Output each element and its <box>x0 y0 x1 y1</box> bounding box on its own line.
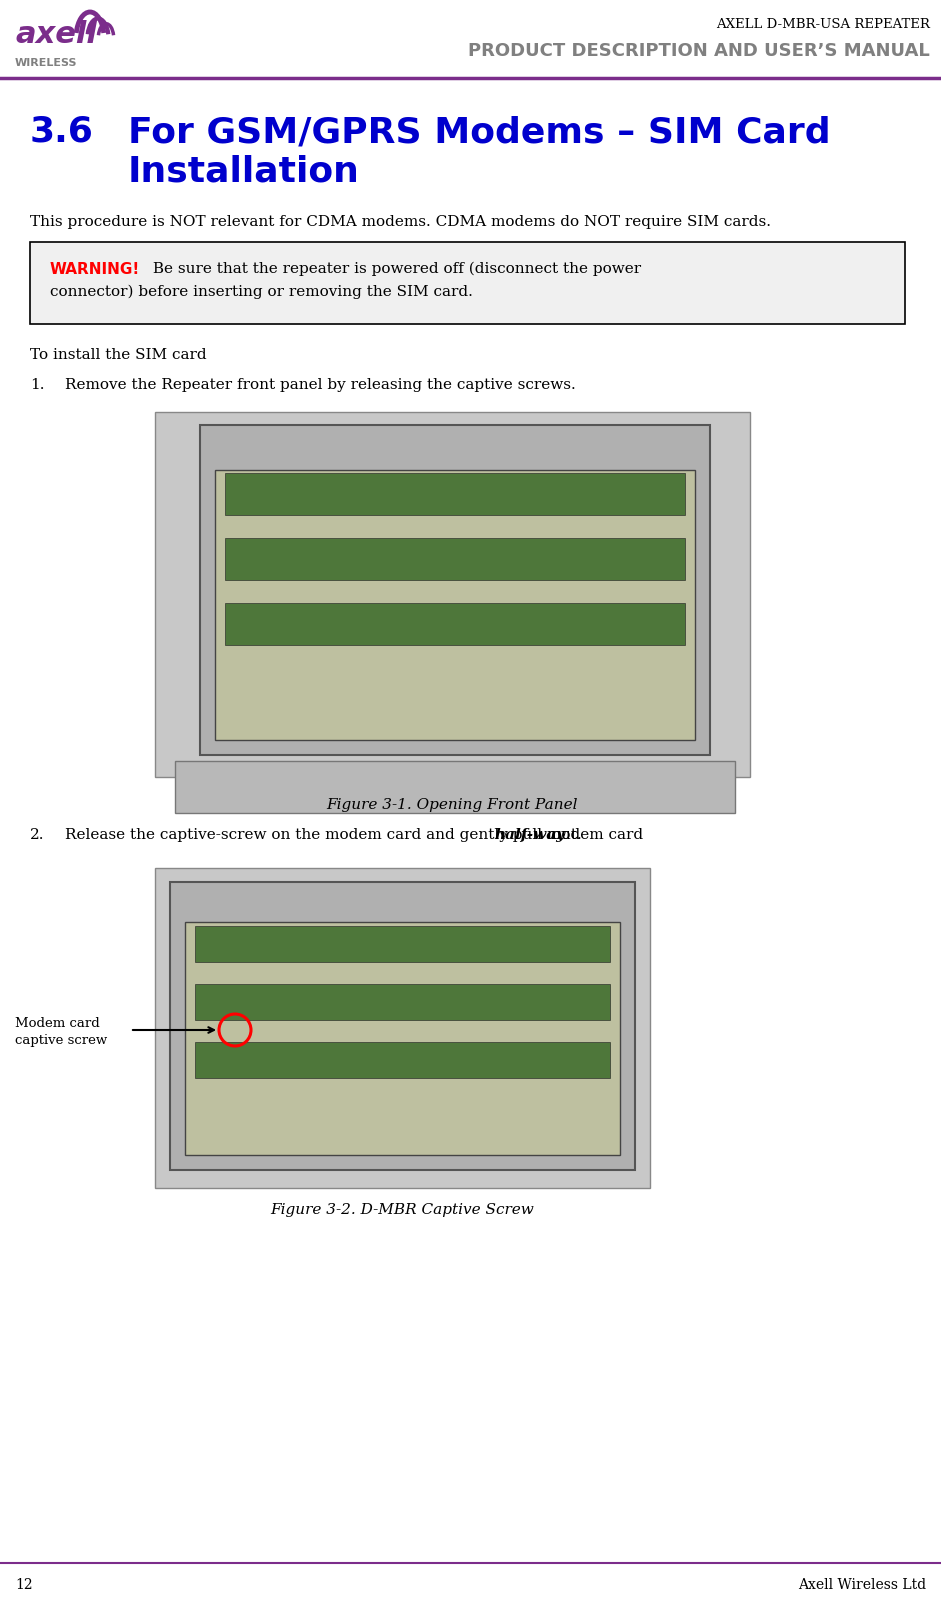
FancyBboxPatch shape <box>30 241 905 325</box>
Text: Modem card: Modem card <box>15 1017 100 1030</box>
Text: captive screw: captive screw <box>15 1035 107 1047</box>
FancyBboxPatch shape <box>155 413 750 777</box>
Text: Remove the Repeater front panel by releasing the captive screws.: Remove the Repeater front panel by relea… <box>65 377 576 392</box>
Text: To install the SIM card: To install the SIM card <box>30 349 207 361</box>
Text: 1.: 1. <box>30 377 44 392</box>
Bar <box>225 473 685 515</box>
Bar <box>225 537 685 580</box>
Text: half-way: half-way <box>495 828 566 843</box>
Text: connector) before inserting or removing the SIM card.: connector) before inserting or removing … <box>50 285 473 299</box>
Text: WARNING!: WARNING! <box>50 262 140 277</box>
Bar <box>195 983 610 1020</box>
Text: Figure 3-1. Opening Front Panel: Figure 3-1. Opening Front Panel <box>327 798 578 812</box>
Text: Axell Wireless Ltd: Axell Wireless Ltd <box>798 1578 926 1593</box>
Bar <box>195 1043 610 1078</box>
Text: 3.6: 3.6 <box>30 115 94 149</box>
Bar <box>170 883 635 1170</box>
Text: Installation: Installation <box>128 155 359 189</box>
Text: For GSM/GPRS Modems – SIM Card: For GSM/GPRS Modems – SIM Card <box>128 115 831 149</box>
Text: This procedure is NOT relevant for CDMA modems. CDMA modems do NOT require SIM c: This procedure is NOT relevant for CDMA … <box>30 214 771 229</box>
Bar <box>200 425 710 755</box>
Bar <box>185 923 620 1154</box>
Bar <box>225 603 685 644</box>
Text: Be sure that the repeater is powered off (disconnect the power: Be sure that the repeater is powered off… <box>148 262 641 277</box>
Text: AXELL D-MBR-USA REPEATER: AXELL D-MBR-USA REPEATER <box>716 18 930 30</box>
FancyBboxPatch shape <box>155 868 650 1188</box>
Bar <box>175 761 735 812</box>
Text: WIRELESS: WIRELESS <box>15 58 77 69</box>
Text: PRODUCT DESCRIPTION AND USER’S MANUAL: PRODUCT DESCRIPTION AND USER’S MANUAL <box>469 42 930 61</box>
Text: Figure 3-2. D-MBR Captive Screw: Figure 3-2. D-MBR Captive Screw <box>270 1202 534 1217</box>
Text: out.: out. <box>547 828 582 843</box>
Text: axell: axell <box>15 21 97 50</box>
Bar <box>215 470 695 740</box>
Text: Release the captive-screw on the modem card and gently pull modem card: Release the captive-screw on the modem c… <box>65 828 648 843</box>
Bar <box>195 926 610 963</box>
Text: 2.: 2. <box>30 828 44 843</box>
Text: 12: 12 <box>15 1578 33 1593</box>
